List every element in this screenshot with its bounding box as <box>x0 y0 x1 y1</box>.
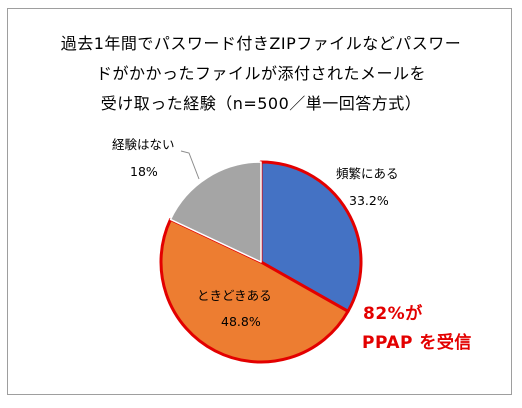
slice-value-sometimes: 48.8% <box>221 314 261 329</box>
never-label-leader-line <box>180 150 200 180</box>
slice-label-never: 経験はない <box>112 137 175 152</box>
chart-title-line-1: 過去1年間でパスワード付きZIPファイルなどパスワー <box>60 34 462 53</box>
chart-title-line-3: 受け取った経験（n=500／単一回答方式） <box>100 94 422 113</box>
pie-slice-sometimes <box>159 217 350 364</box>
chart-title-line-2: ドがかかったファイルが添付されたメールを <box>95 64 426 83</box>
slice-label-sometimes: ときどきある <box>197 288 272 303</box>
callout-ppap: PPAP を受信 <box>362 333 472 353</box>
slice-value-frequent: 33.2% <box>349 193 389 208</box>
callout-percentage: 82%が <box>363 304 423 324</box>
slice-value-never: 18% <box>130 164 158 179</box>
pie-slice-frequent <box>259 160 363 313</box>
pie-slice-never <box>169 161 262 263</box>
slice-label-frequent: 頻繁にある <box>336 166 399 181</box>
